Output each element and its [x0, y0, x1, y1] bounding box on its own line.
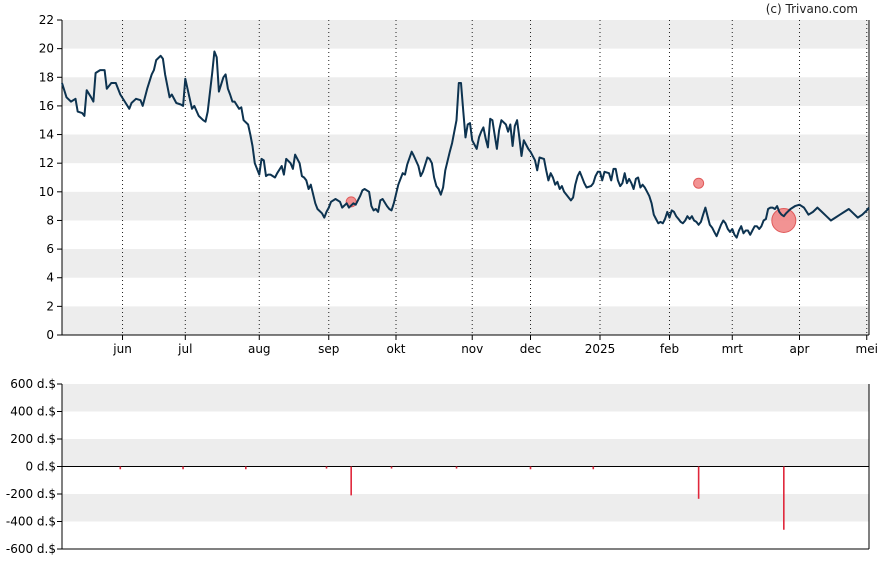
price-band [62, 134, 869, 164]
price-line [61, 50, 870, 239]
price-band [62, 191, 869, 221]
y-tick-label: 6 [46, 242, 54, 256]
price-y-tick-labels: 0 2 4 6 8 10 12 14 16 18 20 22 [39, 13, 62, 342]
event-marker [693, 177, 705, 189]
x-tick-label: jul [177, 342, 192, 356]
source-credit[interactable]: (c) Trivano.com [765, 2, 858, 16]
x-tick-label: okt [387, 342, 406, 356]
y-tick-label: 8 [46, 213, 54, 227]
y-tick-label: 0 d.$ [25, 460, 56, 474]
price-plot-bands [62, 20, 869, 335]
x-tick-label: apr [790, 342, 810, 356]
price-band [62, 306, 869, 335]
y-tick-label: 18 [39, 70, 54, 84]
x-tick-label: jun [112, 342, 132, 356]
y-tick-label: 20 [39, 42, 54, 56]
dividend-band [62, 494, 869, 522]
dividend-plot-bands [62, 384, 869, 522]
y-tick-label: 400 d.$ [10, 405, 56, 419]
month-gridlines [122, 20, 868, 340]
y-tick-label: 10 [39, 185, 54, 199]
event-markers [345, 177, 797, 233]
y-tick-label: 16 [39, 99, 54, 113]
event-marker [771, 207, 797, 233]
x-tick-label: mei [856, 342, 878, 356]
y-tick-label: -200 d.$ [6, 487, 56, 501]
x-tick-label: mrt [722, 342, 744, 356]
y-tick-label: -400 d.$ [6, 515, 56, 529]
dividend-bars [119, 466, 785, 530]
y-tick-label: 2 [46, 299, 54, 313]
price-band [62, 249, 869, 278]
y-tick-label: 600 d.$ [10, 377, 56, 391]
x-tick-label: feb [660, 342, 679, 356]
price-band [62, 20, 869, 49]
x-tick-label: aug [248, 342, 271, 356]
y-tick-label: 200 d.$ [10, 432, 56, 446]
x-tick-label: 2025 [585, 342, 616, 356]
y-tick-label: 22 [39, 13, 54, 27]
x-tick-label: dec [520, 342, 542, 356]
dividend-y-tick-labels: 600 d.$ 400 d.$ 200 d.$ 0 d.$ -200 d.$ -400 d… [6, 377, 62, 556]
dividend-band [62, 439, 869, 467]
y-tick-label: -600 d.$ [6, 542, 56, 556]
price-band [62, 77, 869, 106]
price-series [61, 50, 870, 239]
dividend-band [62, 384, 869, 412]
x-tick-label: sep [318, 342, 339, 356]
x-tick-label: nov [461, 342, 483, 356]
y-tick-label: 12 [39, 156, 54, 170]
y-tick-label: 4 [46, 271, 54, 285]
y-tick-label: 14 [39, 128, 54, 142]
y-tick-label: 0 [46, 328, 54, 342]
month-tick-labels: jun jul aug sep okt nov dec 2025 feb mrt apr mei [112, 342, 878, 356]
